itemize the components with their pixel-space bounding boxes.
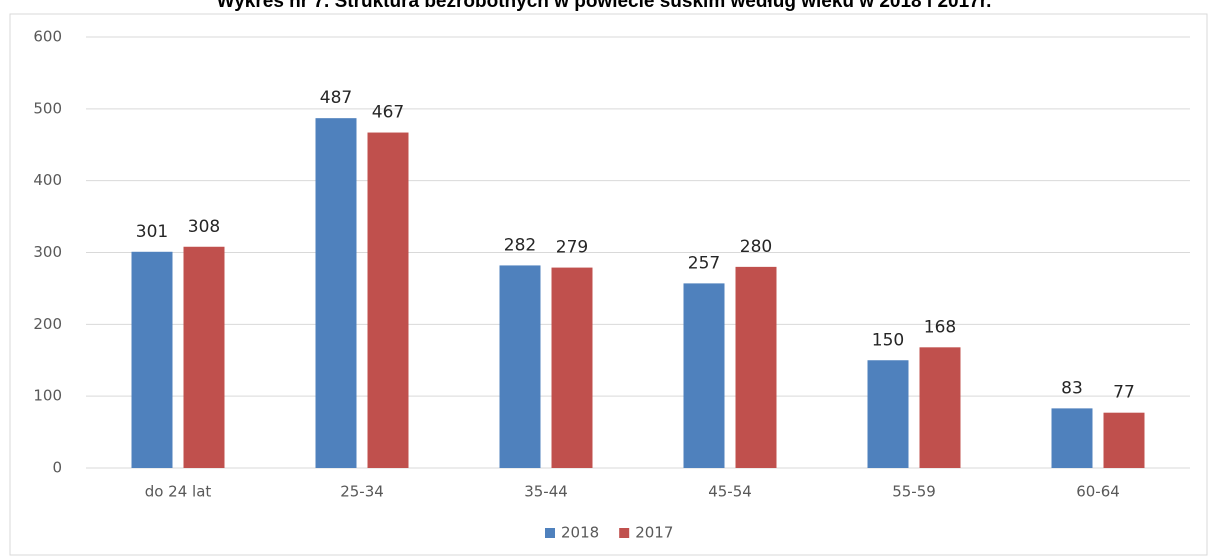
bar [131,251,173,468]
x-tick-label: 55-59 [892,483,936,501]
x-tick-label: do 24 lat [145,483,212,501]
bar [867,360,909,468]
bar [1051,408,1093,468]
bar [499,265,541,468]
bar [315,118,357,469]
data-label: 150 [872,330,904,350]
y-tick-label: 0 [52,459,62,477]
y-tick-label: 200 [33,315,62,333]
data-label: 168 [924,317,956,337]
data-label: 301 [136,222,168,242]
data-label: 257 [688,253,720,273]
bar [183,246,225,468]
bar [1103,412,1145,468]
data-label: 279 [556,238,588,258]
x-tick-label: 25-34 [340,483,384,501]
y-tick-label: 500 [33,99,62,117]
data-label: 467 [372,103,404,123]
data-label: 280 [740,237,772,257]
y-tick-label: 300 [33,243,62,261]
legend-label: 2018 [561,524,599,542]
x-tick-label: 60-64 [1076,483,1120,501]
legend-swatch [545,528,555,538]
y-tick-label: 400 [33,171,62,189]
y-tick-label: 100 [33,387,62,405]
bar [919,347,961,468]
bar [735,266,777,468]
legend-label: 2017 [635,524,673,542]
data-label: 83 [1061,378,1083,398]
data-label: 77 [1113,383,1135,403]
data-label: 487 [320,88,352,108]
data-label: 282 [504,235,536,255]
x-tick-label: 35-44 [524,483,568,501]
bar [367,132,409,468]
chart-title: Wykres nr 7. Struktura bezrobotnych w po… [217,0,992,12]
legend-swatch [619,528,630,538]
x-tick-label: 45-54 [708,483,752,501]
y-tick-label: 600 [33,28,62,46]
bar [551,267,593,468]
bar [683,283,725,468]
data-label: 308 [188,217,220,237]
